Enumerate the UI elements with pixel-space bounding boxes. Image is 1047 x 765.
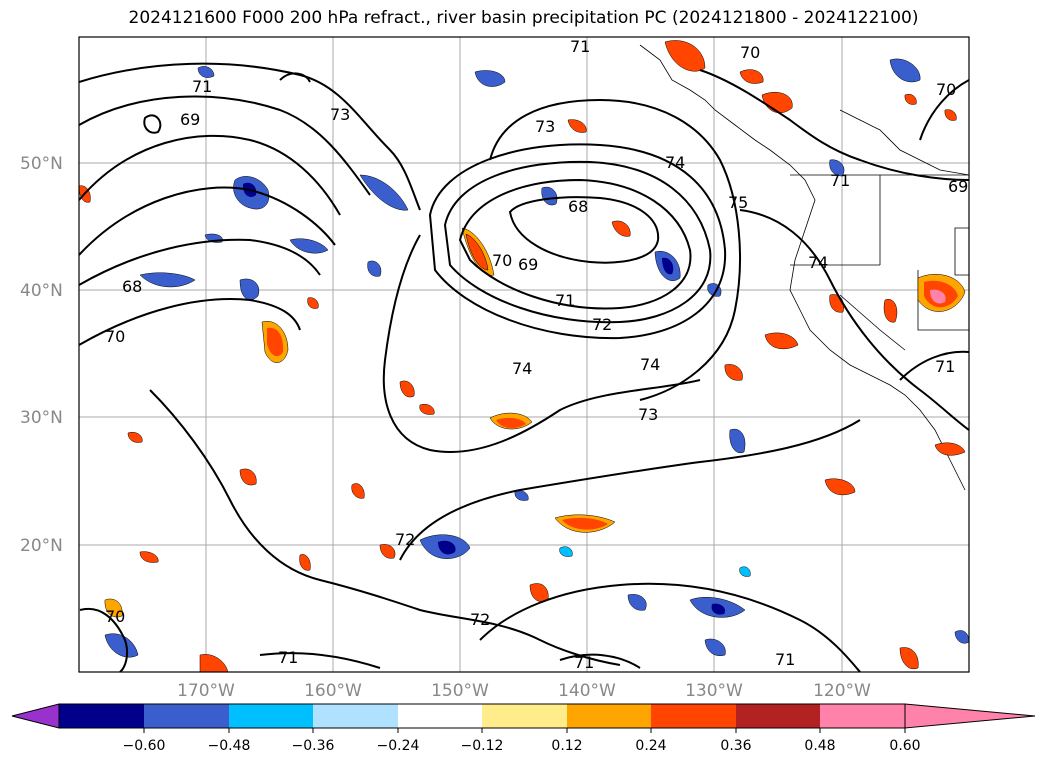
contour-label: 71 — [192, 77, 212, 96]
contour-label: 70 — [492, 251, 512, 270]
contour-label: 73 — [330, 105, 350, 124]
lon-label-150w: 150°W — [431, 681, 489, 701]
colorbar-segment — [820, 704, 905, 728]
contour-label: 72 — [395, 530, 415, 549]
colorbar-tick-label: 0.12 — [551, 738, 582, 754]
lon-label-120w: 120°W — [813, 681, 871, 701]
contour-label: 70 — [740, 43, 760, 62]
contour-label: 73 — [535, 117, 555, 136]
colorbar-tick-label: 0.24 — [635, 738, 666, 754]
latitude-labels: 50°N 40°N 30°N 20°N — [20, 154, 63, 556]
colorbar-segment — [313, 704, 398, 728]
colorbar: −0.60 −0.48 −0.36 −0.24 −0.12 0.12 0.24 … — [11, 703, 1036, 754]
contour-label: 71 — [574, 653, 594, 672]
lat-label-30n: 30°N — [20, 408, 63, 428]
positive-anomaly-shading — [79, 40, 966, 672]
colorbar-segment — [229, 704, 313, 728]
lat-label-20n: 20°N — [20, 536, 63, 556]
lon-label-160w: 160°W — [304, 681, 362, 701]
contour-label: 71 — [935, 357, 955, 376]
contour-label: 71 — [830, 171, 850, 190]
lon-label-170w: 170°W — [177, 681, 235, 701]
contour-label: 71 — [775, 650, 795, 669]
colorbar-segment — [736, 704, 820, 728]
lat-label-40n: 40°N — [20, 281, 63, 301]
contour-label: 71 — [278, 648, 298, 667]
contour-label: 68 — [568, 197, 588, 216]
contour-label: 75 — [728, 193, 748, 212]
contour-label: 74 — [640, 355, 660, 374]
longitude-labels: 170°W 160°W 150°W 140°W 130°W 120°W — [177, 681, 871, 701]
colorbar-segment — [651, 704, 736, 728]
contour-label: 70 — [936, 80, 956, 99]
contour-label: 69 — [948, 177, 968, 196]
contour-label: 69 — [180, 110, 200, 129]
map-frame — [78, 36, 970, 673]
colorbar-tick-label: 0.60 — [889, 738, 920, 754]
contour-labels: 71 69 73 71 70 73 74 75 68 70 69 71 72 7… — [105, 37, 968, 672]
colorbar-tick-label: −0.24 — [377, 738, 420, 754]
colorbar-min-extension — [11, 703, 60, 729]
colorbar-tick-label: −0.60 — [123, 738, 166, 754]
contour-label: 72 — [592, 315, 612, 334]
contour-label: 72 — [470, 610, 490, 629]
contour-label: 71 — [570, 37, 590, 56]
colorbar-segment — [59, 704, 144, 728]
colorbar-segment — [144, 704, 229, 728]
colorbar-tick-label: 0.36 — [720, 738, 751, 754]
colorbar-max-extension — [904, 703, 1036, 729]
contour-label: 73 — [638, 405, 658, 424]
colorbar-tick-label: −0.48 — [208, 738, 251, 754]
map-background — [79, 37, 969, 672]
map-title: 2024121600 F000 200 hPa refract., river … — [128, 8, 919, 28]
contour-label: 74 — [808, 253, 828, 272]
colorbar-tick-label: −0.36 — [292, 738, 335, 754]
contour-label: 68 — [122, 277, 142, 296]
negative-anomaly-shading — [104, 58, 969, 658]
lon-label-140w: 140°W — [558, 681, 616, 701]
refractivity-contours — [79, 62, 969, 672]
lon-label-130w: 130°W — [685, 681, 743, 701]
colorbar-tick-label: 0.48 — [804, 738, 835, 754]
contour-label: 70 — [105, 607, 125, 626]
contour-label: 69 — [518, 255, 538, 274]
colorbar-segment — [482, 704, 567, 728]
colorbar-segment — [567, 704, 651, 728]
colorbar-tick-label: −0.12 — [461, 738, 504, 754]
coastlines — [639, 44, 969, 491]
lat-label-50n: 50°N — [20, 154, 63, 174]
contour-label: 74 — [512, 359, 532, 378]
colorbar-segment — [398, 704, 482, 728]
contour-label: 71 — [555, 291, 575, 310]
contour-label: 74 — [665, 153, 685, 172]
contour-label: 70 — [105, 327, 125, 346]
